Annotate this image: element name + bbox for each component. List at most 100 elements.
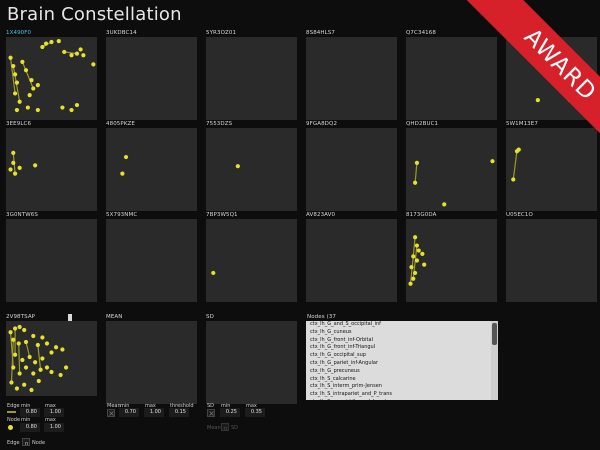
subject-plot[interactable] xyxy=(206,219,297,302)
subject-plot[interactable] xyxy=(106,128,197,211)
subject-plot[interactable] xyxy=(306,37,397,120)
node-dot[interactable] xyxy=(442,202,447,207)
node-dot[interactable] xyxy=(35,83,40,88)
node-list-item[interactable]: ctx_lh_S_intrapariet_and_P_trans xyxy=(310,391,393,398)
sd-min-input[interactable]: 0.25 xyxy=(220,408,240,417)
node-dot[interactable] xyxy=(36,378,41,384)
node-dot[interactable] xyxy=(49,369,54,375)
node-dot[interactable] xyxy=(17,165,22,170)
node-dot[interactable] xyxy=(25,105,30,110)
node-dot[interactable] xyxy=(490,159,495,164)
subject-plot[interactable] xyxy=(106,37,197,120)
node-dot[interactable] xyxy=(49,350,54,355)
node-dot[interactable] xyxy=(29,78,34,83)
node-max-input[interactable]: 1.00 xyxy=(44,423,64,432)
subject-plot[interactable] xyxy=(306,128,397,211)
node-dot[interactable] xyxy=(414,258,420,263)
node-dot[interactable] xyxy=(74,102,80,108)
node-dot[interactable] xyxy=(56,39,61,44)
node-dot[interactable] xyxy=(11,150,16,155)
node-dot[interactable] xyxy=(81,53,86,58)
subject-plot[interactable] xyxy=(206,37,297,120)
subject-plot[interactable] xyxy=(6,37,97,120)
node-dot[interactable] xyxy=(120,171,125,176)
node-dot[interactable] xyxy=(27,354,32,360)
node-dot[interactable] xyxy=(11,337,16,342)
node-dot[interactable] xyxy=(33,163,38,168)
node-dot[interactable] xyxy=(20,59,25,64)
node-dot[interactable] xyxy=(123,154,129,160)
node-dot[interactable] xyxy=(409,265,414,270)
node-dot[interactable] xyxy=(23,339,29,345)
node-list-item[interactable]: ctx_lh_G_front_inf-Triangul xyxy=(310,344,376,351)
subject-plot[interactable] xyxy=(406,219,497,302)
mean-plot[interactable] xyxy=(106,321,197,404)
node-dot[interactable] xyxy=(62,49,67,55)
node-dot[interactable] xyxy=(40,44,45,50)
node-dot[interactable] xyxy=(413,180,418,185)
subject-plot[interactable] xyxy=(506,219,597,302)
node-dot[interactable] xyxy=(14,386,20,391)
node-dot[interactable] xyxy=(49,39,54,45)
node-dot[interactable] xyxy=(9,380,14,385)
subject-plot[interactable] xyxy=(506,128,597,211)
node-dot[interactable] xyxy=(91,62,96,67)
node-dot[interactable] xyxy=(35,107,40,113)
mean-sd-toggle[interactable]: n xyxy=(221,423,229,432)
node-dot[interactable] xyxy=(567,97,572,103)
node-dot[interactable] xyxy=(413,270,418,276)
node-dot[interactable] xyxy=(27,93,32,98)
mean-max-input[interactable]: 1.00 xyxy=(144,408,164,417)
node-list-item[interactable]: ctx_lh_S_oc_middle_and_Lunatus xyxy=(306,399,498,400)
node-list-item[interactable]: ctx_lh_G_cuneus xyxy=(310,328,352,335)
node-list-item[interactable]: ctx_lh_G_front_inf-Orbital xyxy=(310,336,373,343)
node-dot[interactable] xyxy=(411,276,416,281)
node-dot[interactable] xyxy=(11,365,16,370)
node-dot[interactable] xyxy=(413,235,418,240)
node-list-item[interactable]: ctx_lh_G_occipital_sup xyxy=(310,352,366,359)
node-dot[interactable] xyxy=(22,382,27,387)
edge-max-input[interactable]: 1.00 xyxy=(44,408,64,417)
node-min-input[interactable]: 0.80 xyxy=(20,423,40,432)
subject-plot[interactable] xyxy=(506,37,597,120)
subject-plot[interactable] xyxy=(6,219,97,302)
node-list-item[interactable]: ctx_lh_G_precuneus xyxy=(310,367,360,374)
node-dot[interactable] xyxy=(23,68,29,73)
edge-min-input[interactable]: 0.80 xyxy=(20,408,40,417)
node-dot[interactable] xyxy=(14,107,20,113)
node-dot[interactable] xyxy=(13,72,18,77)
node-dot[interactable] xyxy=(11,160,16,165)
node-dot[interactable] xyxy=(17,324,22,330)
node-dot[interactable] xyxy=(40,335,45,340)
node-dot[interactable] xyxy=(8,330,13,335)
node-dot[interactable] xyxy=(60,105,65,110)
mean-toggle[interactable] xyxy=(107,409,115,417)
node-list-item[interactable]: ctx_lh_G_and_S_occipital_inf xyxy=(310,321,381,327)
subject-plot[interactable] xyxy=(406,37,497,120)
node-dot[interactable] xyxy=(516,147,521,152)
node-dot[interactable] xyxy=(211,270,216,276)
node-dot[interactable] xyxy=(44,341,50,346)
nodes-list-scrollbar[interactable] xyxy=(491,321,498,400)
node-list-item[interactable]: ctx_lh_G_pariet_inf-Angular xyxy=(310,359,379,366)
sd-plot[interactable] xyxy=(206,321,297,404)
sd-max-input[interactable]: 0.35 xyxy=(245,408,265,417)
node-dot[interactable] xyxy=(43,41,49,46)
node-dot[interactable] xyxy=(574,96,580,101)
node-dot[interactable] xyxy=(14,80,20,85)
subject-plot[interactable] xyxy=(406,128,497,211)
node-dot[interactable] xyxy=(53,345,59,350)
node-dot[interactable] xyxy=(13,352,18,357)
node-dot[interactable] xyxy=(408,281,413,286)
node-dot[interactable] xyxy=(17,99,22,104)
edge-node-toggle[interactable]: n xyxy=(22,438,30,447)
selected-subject-plot[interactable] xyxy=(6,321,97,396)
node-dot[interactable] xyxy=(8,167,13,172)
node-dot[interactable] xyxy=(74,51,80,56)
subject-plot[interactable] xyxy=(206,128,297,211)
node-dot[interactable] xyxy=(16,341,21,346)
node-dot[interactable] xyxy=(69,53,74,58)
node-dot[interactable] xyxy=(31,371,36,376)
node-dot[interactable] xyxy=(31,86,36,91)
node-dot[interactable] xyxy=(38,367,43,372)
